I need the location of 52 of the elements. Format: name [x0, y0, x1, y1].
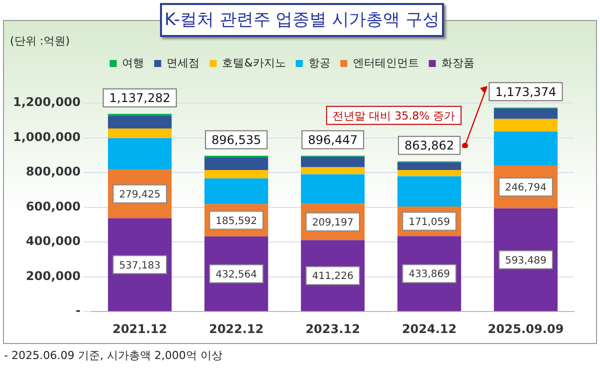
legend-label: 여행: [122, 56, 144, 70]
bar: [300, 156, 365, 168]
data-label: 411,226: [312, 271, 354, 282]
bar: [204, 170, 268, 178]
bar: [204, 157, 268, 170]
data-label: 246,794: [505, 182, 546, 194]
legend-label: 엔터테인먼트: [352, 56, 419, 70]
bar: [494, 118, 558, 132]
x-tick-label: 2025.09.09: [488, 322, 564, 336]
text: - 2025.06.09 기준, 시가총액 2,000억 이상: [4, 348, 222, 363]
total-label: 1,137,282: [109, 91, 170, 106]
y-tick-label: 1,200,000: [12, 95, 81, 110]
bar: [204, 178, 268, 204]
legend-label: 호텔&카지노: [222, 56, 286, 70]
legend-label: 면세점: [166, 56, 200, 70]
y-axis-title: (단위 :억원): [10, 34, 70, 48]
bar: [494, 131, 558, 166]
chart-title: K-컬처 관련주 업종별 시가총액 구성: [160, 3, 444, 37]
x-tick-label: 2024.12: [402, 322, 457, 336]
y-tick-label: 200,000: [26, 268, 81, 283]
bar: [397, 162, 462, 170]
data-label: 279,425: [119, 190, 160, 201]
bar: [108, 116, 172, 129]
data-label: 432,564: [216, 269, 257, 280]
bar: [108, 138, 172, 170]
bar: [108, 128, 172, 138]
y-tick-label: 600,000: [26, 199, 81, 214]
x-tick-label: 2021.12: [112, 322, 168, 336]
bar: [397, 176, 462, 206]
x-tick-label: 2022.12: [208, 322, 264, 336]
legend-label: 화장품: [441, 56, 474, 70]
bar: [300, 167, 365, 174]
y-tick-label: 1,000,000: [12, 130, 81, 144]
bar: [397, 170, 462, 176]
data-label: 593,489: [505, 255, 546, 266]
legend-label: 항공: [308, 56, 330, 70]
total-label: 863,862: [404, 138, 454, 153]
data-label: 209,197: [312, 218, 354, 229]
y-tick-label: 800,000: [26, 164, 81, 179]
data-label: 433,869: [408, 269, 450, 280]
data-label: 537,183: [119, 260, 160, 272]
total-label: 896,447: [308, 132, 358, 147]
y-tick-label: -: [76, 304, 81, 318]
bar: [494, 108, 558, 119]
data-label: 171,059: [408, 216, 450, 228]
annotation: 전년말 대비 35.8% 증가: [332, 109, 456, 122]
total-label: 896,535: [211, 132, 262, 147]
total-label: 1,173,374: [495, 84, 556, 99]
x-tick-label: 2023.12: [305, 322, 360, 336]
data-label: 185,592: [216, 216, 257, 227]
bar: [300, 174, 365, 204]
y-tick-label: 400,000: [26, 234, 81, 248]
